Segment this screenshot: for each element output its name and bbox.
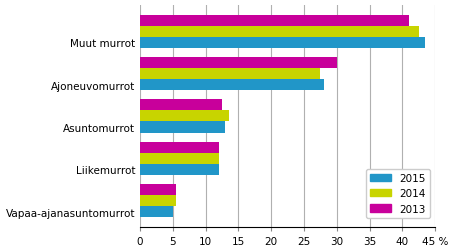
Legend: 2015, 2014, 2013: 2015, 2014, 2013 xyxy=(366,169,430,218)
Bar xyxy=(140,142,219,153)
Bar xyxy=(140,27,419,38)
Bar xyxy=(140,16,409,27)
Bar xyxy=(140,69,321,80)
Bar xyxy=(140,206,173,217)
Bar xyxy=(140,100,222,111)
Bar xyxy=(140,184,176,196)
Bar xyxy=(140,38,425,49)
Bar xyxy=(140,111,228,122)
Bar xyxy=(140,58,337,69)
Bar xyxy=(140,153,219,164)
Bar xyxy=(140,80,324,91)
Bar xyxy=(140,196,176,206)
Bar xyxy=(140,122,225,133)
Bar xyxy=(140,164,219,175)
